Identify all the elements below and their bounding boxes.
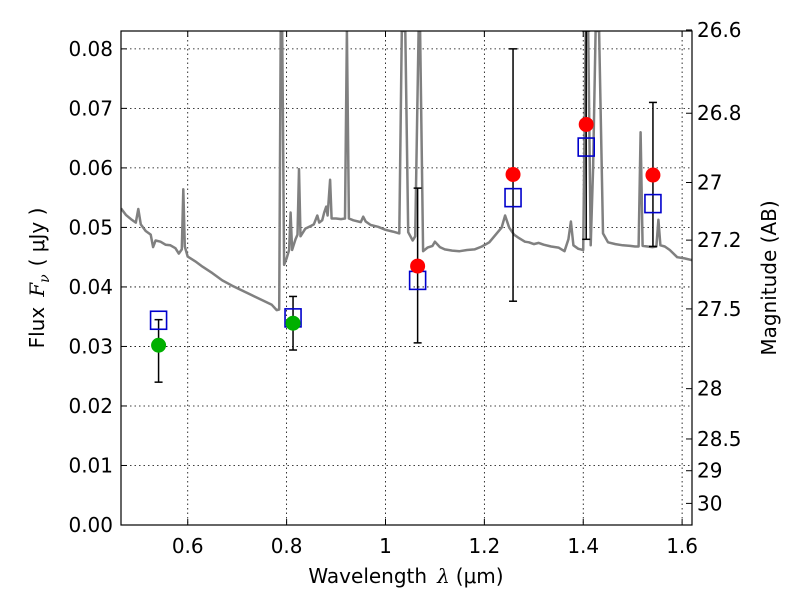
- y-tick-label: 0.06: [68, 156, 113, 180]
- observed-point-red: [410, 258, 426, 274]
- right-tick-label: 28.5: [697, 427, 742, 451]
- right-tick-label: 29: [697, 459, 722, 483]
- observed-point-red: [578, 116, 594, 132]
- y-axis-ticks: 0.00 0.01 0.02 0.03 0.04 0.05 0.06 0.07 0.08: [68, 37, 127, 537]
- y-tick-label: 0.07: [68, 96, 113, 120]
- right-axis-ticks: 26.6 26.8 27 27.2 27.5 28 28.5 29 30: [686, 18, 742, 515]
- model-spectrum: [121, 31, 692, 312]
- model-bandpass-points: [149, 137, 662, 331]
- x-axis-ticks: 0.6 0.8 1 1.2 1.4 1.6: [172, 31, 698, 558]
- x-tick-label: 0.6: [172, 534, 204, 558]
- right-tick-label: 26.6: [697, 18, 742, 42]
- y-axis-label: FluxFν( μJy ): [25, 208, 53, 349]
- x-axis-label: Wavelength λ (μm): [308, 564, 503, 588]
- x-tick-label: 1.4: [567, 534, 599, 558]
- y-tick-label: 0.00: [68, 513, 113, 537]
- plot-area: [121, 31, 692, 383]
- right-tick-label: 27: [697, 171, 722, 195]
- observed-point-green: [151, 337, 167, 353]
- right-axis-label: Magnitude (AB): [757, 200, 781, 355]
- observed-point-red: [505, 166, 521, 182]
- right-tick-label: 28: [697, 377, 722, 401]
- right-tick-label: 30: [697, 491, 722, 515]
- right-tick-label: 27.5: [697, 297, 742, 321]
- y-tick-label: 0.01: [68, 453, 113, 477]
- x-tick-label: 0.8: [271, 534, 303, 558]
- plot-frame: [120, 30, 693, 526]
- x-tick-label: 1.6: [666, 534, 698, 558]
- model-square: [644, 193, 662, 214]
- observed-points: [151, 116, 661, 353]
- y-tick-label: 0.03: [68, 334, 113, 358]
- model-square: [149, 310, 168, 331]
- model-square: [504, 187, 522, 208]
- y-tick-label: 0.04: [68, 275, 113, 299]
- y-tick-label: 0.05: [68, 215, 113, 239]
- spectrum-line: [121, 31, 692, 312]
- grid: [121, 31, 692, 525]
- right-tick-label: 26.8: [697, 101, 742, 125]
- observed-point-red: [645, 167, 661, 183]
- x-tick-label: 1.2: [468, 534, 500, 558]
- y-tick-label: 0.02: [68, 394, 113, 418]
- observed-point-green: [285, 315, 301, 331]
- model-square: [577, 137, 596, 157]
- y-tick-label: 0.08: [68, 37, 113, 61]
- x-tick-label: 1: [379, 534, 392, 558]
- right-tick-label: 27.2: [697, 228, 742, 252]
